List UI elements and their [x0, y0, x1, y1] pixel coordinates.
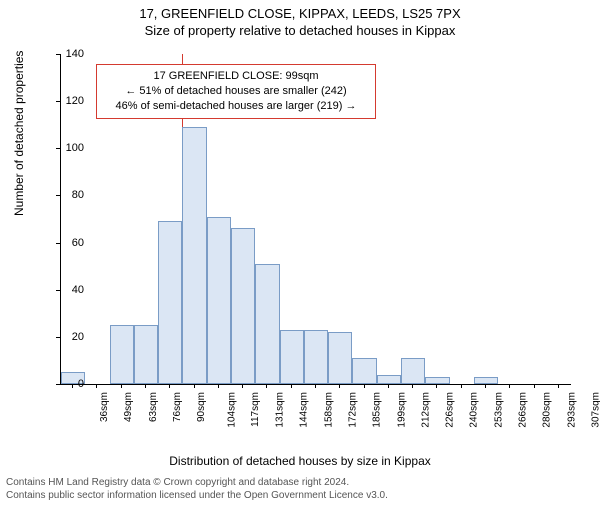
- xtick-mark: [169, 384, 170, 388]
- histogram-bar: [110, 325, 134, 384]
- xtick-mark: [315, 384, 316, 388]
- histogram-bar: [474, 377, 498, 384]
- histogram-bar: [207, 217, 231, 384]
- histogram-bar: [280, 330, 304, 384]
- y-axis-label: Number of detached properties: [12, 51, 26, 216]
- xtick-mark: [121, 384, 122, 388]
- xtick-label: 212sqm: [420, 392, 431, 428]
- footer-line1: Contains HM Land Registry data © Crown c…: [6, 477, 388, 490]
- histogram-bar: [304, 330, 328, 384]
- xtick-label: 172sqm: [348, 392, 359, 428]
- xtick-label: 76sqm: [172, 392, 183, 422]
- xtick-label: 240sqm: [469, 392, 480, 428]
- ytick-label: 100: [54, 142, 84, 154]
- xtick-mark: [194, 384, 195, 388]
- xtick-mark: [218, 384, 219, 388]
- xtick-label: 185sqm: [372, 392, 383, 428]
- histogram-bar: [134, 325, 158, 384]
- xtick-mark: [291, 384, 292, 388]
- footer-attribution: Contains HM Land Registry data © Crown c…: [6, 477, 388, 502]
- xtick-label: 49sqm: [123, 392, 134, 422]
- ytick-label: 0: [54, 378, 84, 390]
- chart-area: 17 GREENFIELD CLOSE: 99sqm ← 51% of deta…: [60, 54, 570, 424]
- xtick-mark: [534, 384, 535, 388]
- histogram-bar: [425, 377, 449, 384]
- ytick-label: 80: [54, 189, 84, 201]
- ytick-label: 140: [54, 48, 84, 60]
- annotation-box: 17 GREENFIELD CLOSE: 99sqm ← 51% of deta…: [96, 64, 376, 119]
- histogram-bar: [328, 332, 352, 384]
- xtick-mark: [339, 384, 340, 388]
- xtick-mark: [388, 384, 389, 388]
- xtick-mark: [242, 384, 243, 388]
- xtick-label: 36sqm: [99, 392, 110, 422]
- footer-line2: Contains public sector information licen…: [6, 490, 388, 503]
- xtick-mark: [364, 384, 365, 388]
- plot-region: 17 GREENFIELD CLOSE: 99sqm ← 51% of deta…: [60, 54, 571, 385]
- xtick-label: 144sqm: [299, 392, 310, 428]
- xtick-label: 63sqm: [148, 392, 159, 422]
- xtick-label: 104sqm: [226, 392, 237, 428]
- xtick-mark: [412, 384, 413, 388]
- histogram-bar: [231, 228, 255, 384]
- annotation-line3: 46% of semi-detached houses are larger (…: [105, 99, 367, 114]
- xtick-label: 158sqm: [323, 392, 334, 428]
- histogram-bar: [352, 358, 376, 384]
- title-sub: Size of property relative to detached ho…: [0, 23, 600, 38]
- annotation-line1: 17 GREENFIELD CLOSE: 99sqm: [105, 69, 367, 84]
- chart-container: 17, GREENFIELD CLOSE, KIPPAX, LEEDS, LS2…: [0, 6, 600, 506]
- xtick-label: 280sqm: [542, 392, 553, 428]
- xtick-label: 117sqm: [250, 392, 261, 427]
- xtick-mark: [558, 384, 559, 388]
- x-axis-label: Distribution of detached houses by size …: [0, 454, 600, 468]
- title-main: 17, GREENFIELD CLOSE, KIPPAX, LEEDS, LS2…: [0, 6, 600, 21]
- histogram-bar: [377, 375, 401, 384]
- annotation-line2: ← 51% of detached houses are smaller (24…: [105, 84, 367, 99]
- xtick-mark: [436, 384, 437, 388]
- xtick-label: 253sqm: [493, 392, 504, 428]
- histogram-bar: [255, 264, 279, 384]
- xtick-label: 131sqm: [275, 392, 286, 428]
- xtick-mark: [461, 384, 462, 388]
- ytick-label: 20: [54, 331, 84, 343]
- histogram-bar: [401, 358, 425, 384]
- xtick-label: 226sqm: [445, 392, 456, 428]
- xtick-mark: [509, 384, 510, 388]
- ytick-label: 60: [54, 237, 84, 249]
- xtick-label: 199sqm: [396, 392, 407, 428]
- xtick-label: 307sqm: [590, 392, 600, 428]
- xtick-mark: [266, 384, 267, 388]
- xtick-label: 293sqm: [566, 392, 577, 428]
- histogram-bar: [158, 221, 182, 384]
- xtick-label: 266sqm: [518, 392, 529, 428]
- xtick-mark: [485, 384, 486, 388]
- xtick-label: 90sqm: [196, 392, 207, 422]
- ytick-label: 120: [54, 95, 84, 107]
- ytick-label: 40: [54, 284, 84, 296]
- xtick-mark: [145, 384, 146, 388]
- histogram-bar: [182, 127, 206, 384]
- xtick-mark: [96, 384, 97, 388]
